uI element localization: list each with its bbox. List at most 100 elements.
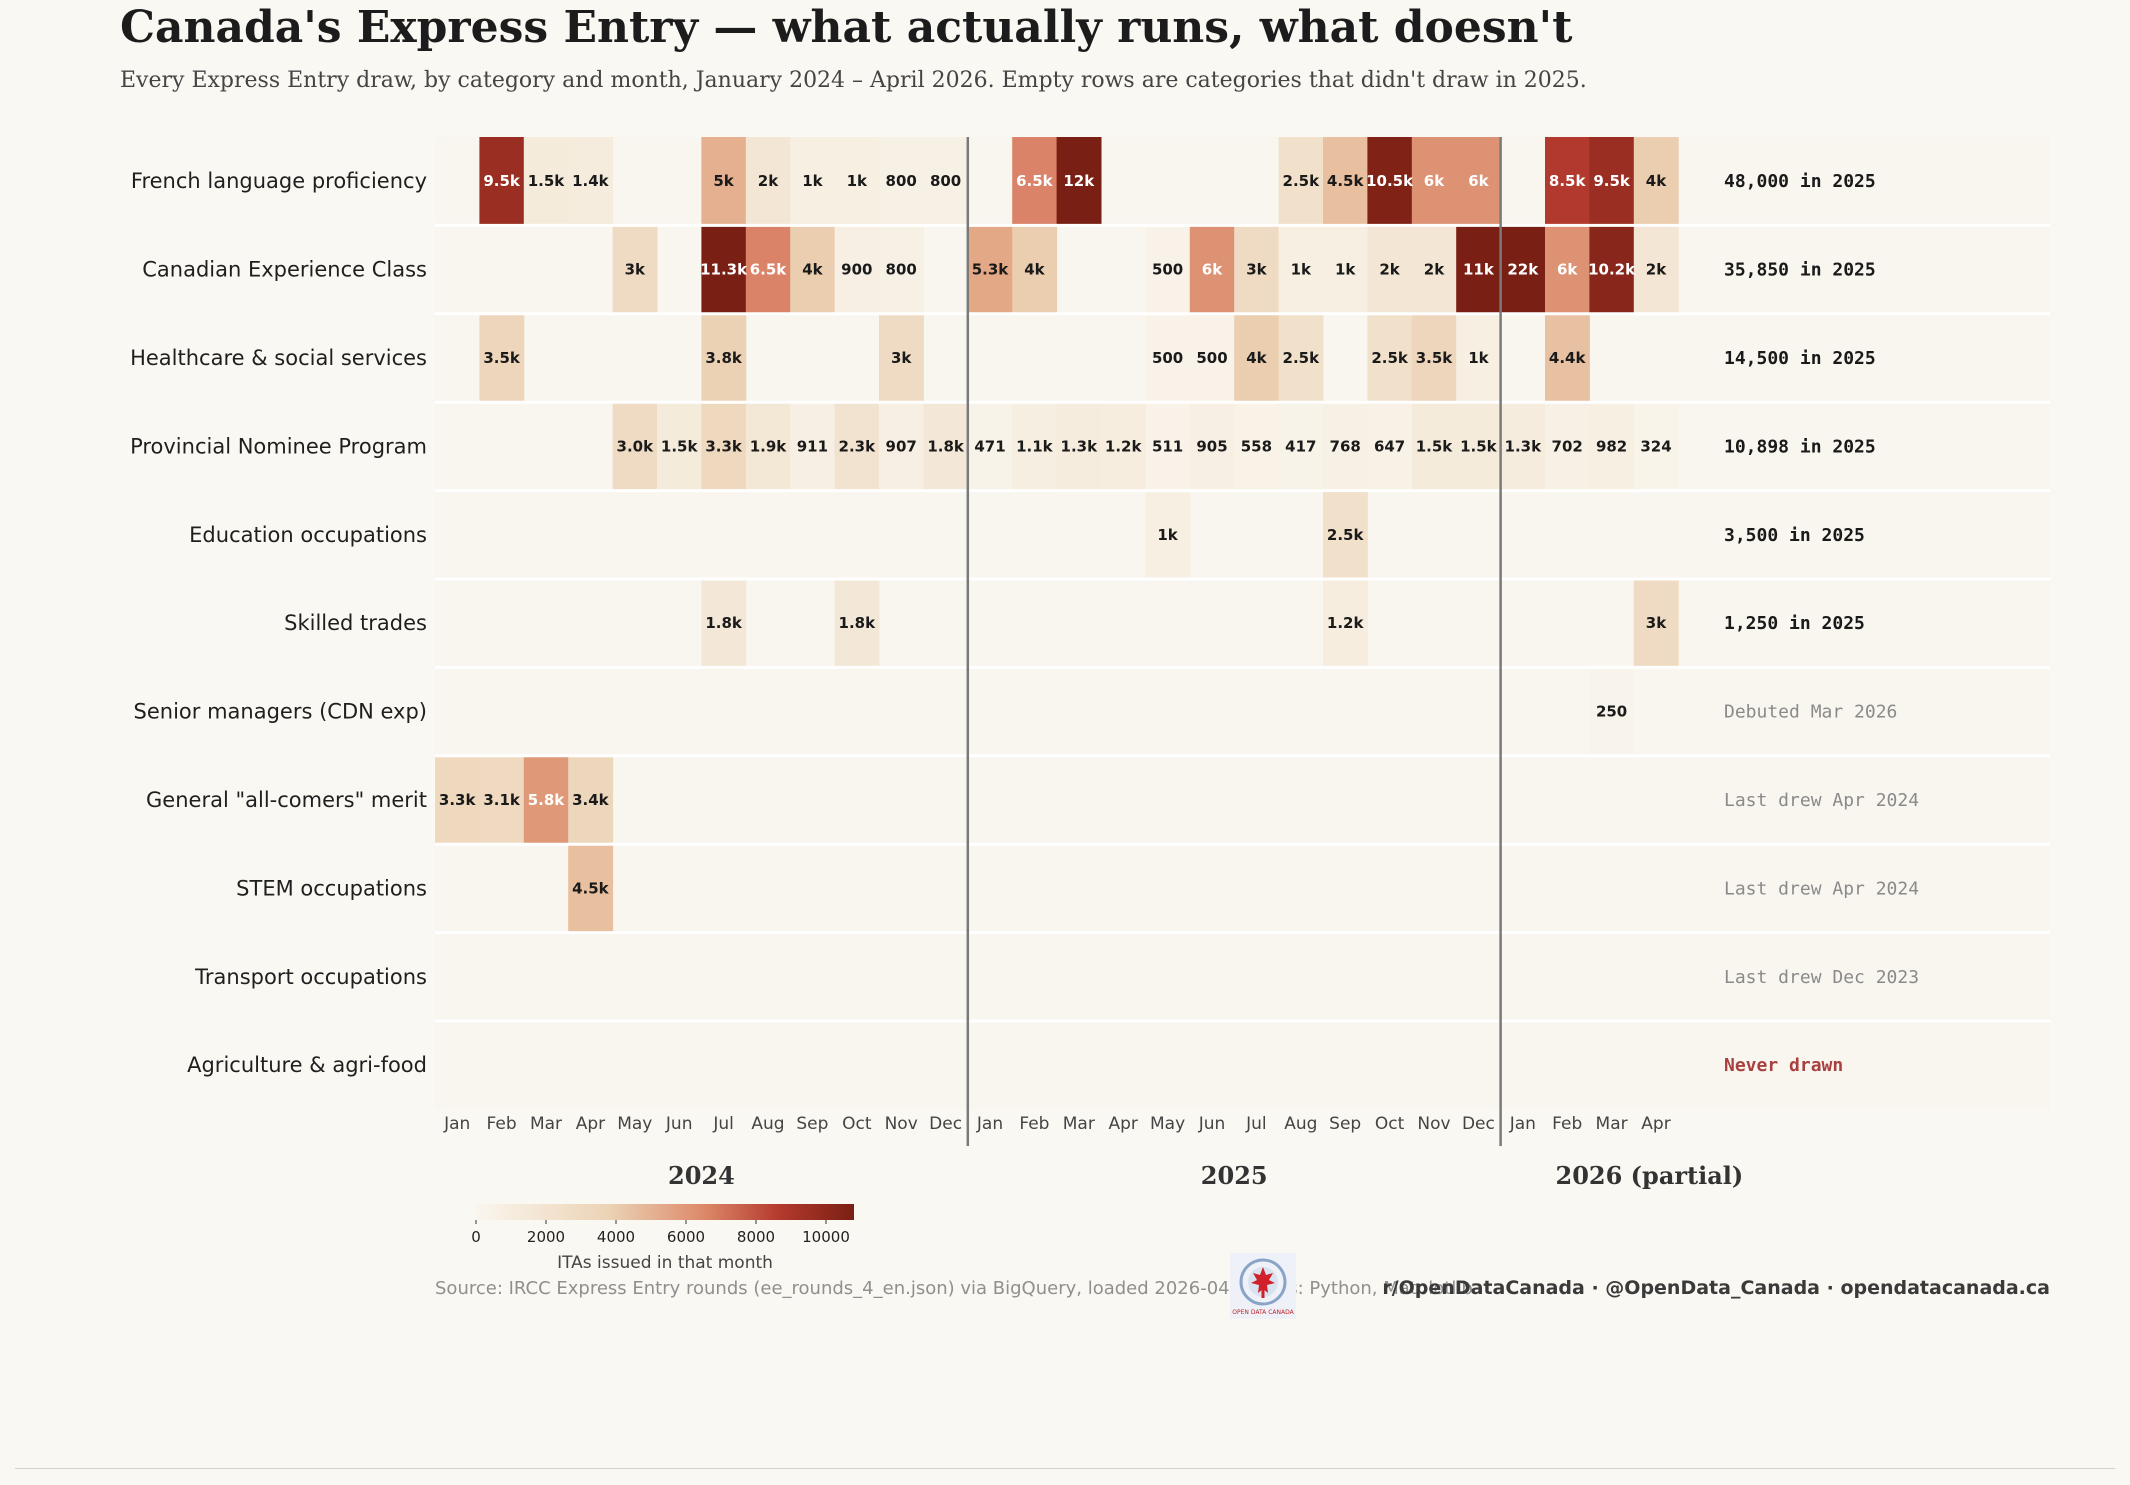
cell-french-language-proficiency-21 [1367, 137, 1413, 226]
cell-provincial-nominee-program-9 [834, 402, 880, 491]
month-label-2: Mar [530, 1114, 562, 1134]
cell-provincial-nominee-program-24 [1500, 402, 1546, 491]
cell-label-healthcare-social-services-19: 2.5k [1283, 349, 1321, 367]
cell-canadian-experience-class-21 [1367, 225, 1413, 314]
status-label-provincial-nominee-program: 10,898 in 2025 [1724, 436, 1876, 457]
colorbar-tick-1: 2000 [527, 1228, 565, 1246]
cell-healthcare-social-services-1 [479, 313, 525, 403]
cell-skilled-trades-27 [1633, 579, 1679, 668]
cell-french-language-proficiency-20 [1323, 137, 1368, 226]
cell-label-provincial-nominee-program-27: 324 [1640, 437, 1671, 455]
cell-label-canadian-experience-class-16: 500 [1152, 261, 1183, 279]
category-label-canadian-experience-class: Canadian Experience Class [142, 258, 427, 282]
cell-label-provincial-nominee-program-16: 511 [1152, 437, 1183, 455]
cell-french-language-proficiency-19 [1278, 137, 1324, 226]
cell-canadian-experience-class-13 [1012, 225, 1058, 314]
cell-label-french-language-proficiency-1: 9.5k [483, 172, 521, 190]
cell-label-french-language-proficiency-25: 8.5k [1549, 172, 1587, 190]
cell-skilled-trades-6 [701, 579, 747, 668]
cell-label-provincial-nominee-program-24: 1.3k [1505, 437, 1543, 455]
cell-canadian-experience-class-4 [612, 225, 658, 314]
status-label-senior-managers-cdn-exp: Debuted Mar 2026 [1724, 702, 1897, 723]
cell-label-general-all-comers-merit-2: 5.8k [528, 791, 566, 809]
cell-label-skilled-trades-6: 1.8k [705, 614, 743, 632]
cell-label-general-all-comers-merit-1: 3.1k [483, 791, 521, 809]
cell-label-canadian-experience-class-12: 5.3k [972, 261, 1010, 279]
cell-label-french-language-proficiency-13: 6.5k [1016, 172, 1054, 190]
cell-healthcare-social-services-23 [1456, 313, 1502, 403]
cell-provincial-nominee-program-10 [879, 402, 924, 491]
cell-provincial-nominee-program-12 [967, 402, 1013, 491]
month-label-26: Mar [1596, 1114, 1628, 1134]
colorbar-tick-0: 0 [471, 1228, 481, 1246]
category-labels: French language proficiency Canadian Expe… [130, 169, 427, 1077]
cell-french-language-proficiency-1 [479, 137, 525, 226]
category-label-stem-occupations: STEM occupations [236, 876, 427, 900]
cell-provincial-nominee-program-26 [1589, 402, 1635, 491]
cell-provincial-nominee-program-27 [1633, 402, 1679, 491]
cell-label-provincial-nominee-program-17: 905 [1196, 437, 1227, 455]
cell-value-labels: 9.5k 1.5k 1.4k 5k 2k 1k 1k 800 800 6.5k 12k 2.5k 4.5… [439, 172, 1672, 897]
cell-education-occupations-16 [1145, 490, 1191, 579]
cell-provincial-nominee-program-18 [1234, 402, 1280, 491]
cell-french-language-proficiency-7 [745, 137, 791, 226]
cell-label-french-language-proficiency-26: 9.5k [1593, 172, 1631, 190]
month-label-8: Sep [796, 1114, 828, 1134]
cell-french-language-proficiency-8 [790, 137, 836, 226]
cell-french-language-proficiency-11 [923, 137, 969, 226]
cell-provincial-nominee-program-25 [1545, 402, 1590, 491]
cell-label-french-language-proficiency-11: 800 [930, 172, 961, 190]
cell-healthcare-social-services-6 [701, 313, 747, 403]
cell-french-language-proficiency-9 [834, 137, 880, 226]
month-label-1: Feb [487, 1114, 517, 1134]
cell-label-healthcare-social-services-22: 3.5k [1416, 349, 1454, 367]
cell-provincial-nominee-program-11 [923, 402, 969, 491]
cell-canadian-experience-class-6 [701, 225, 747, 314]
cell-canadian-experience-class-18 [1234, 225, 1280, 314]
cell-french-language-proficiency-6 [701, 137, 747, 226]
cell-canadian-experience-class-17 [1189, 225, 1235, 314]
cell-healthcare-social-services-25 [1545, 313, 1590, 403]
cell-label-french-language-proficiency-9: 1k [847, 172, 868, 190]
cell-french-language-proficiency-13 [1012, 137, 1058, 226]
month-label-20: Sep [1329, 1114, 1361, 1134]
month-label-23: Dec [1462, 1114, 1495, 1134]
cell-canadian-experience-class-27 [1633, 225, 1679, 314]
cell-label-provincial-nominee-program-21: 647 [1374, 437, 1405, 455]
month-label-18: Jul [1245, 1114, 1267, 1134]
cell-french-language-proficiency-2 [523, 137, 569, 226]
row-band-agriculture-agri-food [435, 1021, 2050, 1110]
cell-healthcare-social-services-18 [1234, 313, 1280, 403]
chart-subtitle: Every Express Entry draw, by category an… [120, 68, 1587, 93]
source-note: Source: IRCC Express Entry rounds (ee_ro… [435, 1278, 1473, 1299]
cell-label-provincial-nominee-program-19: 417 [1285, 437, 1316, 455]
cell-canadian-experience-class-7 [745, 225, 791, 314]
cell-french-language-proficiency-10 [879, 137, 924, 226]
cell-canadian-experience-class-25 [1545, 225, 1590, 314]
cell-senior-managers-cdn-exp-26 [1589, 667, 1635, 756]
cell-healthcare-social-services-22 [1411, 313, 1457, 403]
cell-label-french-language-proficiency-3: 1.4k [572, 172, 610, 190]
cell-provincial-nominee-program-21 [1367, 402, 1413, 491]
cell-provincial-nominee-program-13 [1012, 402, 1058, 491]
colorbar-gradient [476, 1204, 854, 1220]
cell-label-canadian-experience-class-4: 3k [625, 261, 646, 279]
cell-label-canadian-experience-class-26: 10.2k [1588, 261, 1636, 279]
cell-label-french-language-proficiency-22: 6k [1424, 172, 1445, 190]
cell-label-healthcare-social-services-1: 3.5k [483, 349, 521, 367]
cell-french-language-proficiency-26 [1589, 137, 1635, 226]
cell-label-general-all-comers-merit-3: 3.4k [572, 791, 610, 809]
cell-label-french-language-proficiency-6: 5k [713, 172, 734, 190]
cell-label-skilled-trades-27: 3k [1646, 614, 1667, 632]
cell-provincial-nominee-program-8 [790, 402, 836, 491]
row-band-stem-occupations [435, 844, 2050, 933]
cell-label-provincial-nominee-program-25: 702 [1552, 437, 1583, 455]
cell-canadian-experience-class-9 [834, 225, 880, 314]
status-label-general-all-comers-merit: Last drew Apr 2024 [1724, 790, 1919, 811]
cell-skilled-trades-20 [1323, 579, 1368, 668]
category-label-provincial-nominee-program: Provincial Nominee Program [130, 434, 427, 458]
cell-label-french-language-proficiency-19: 2.5k [1283, 172, 1321, 190]
month-label-19: Aug [1284, 1114, 1317, 1134]
cell-provincial-nominee-program-4 [612, 402, 658, 491]
cell-label-provincial-nominee-program-13: 1.1k [1016, 437, 1054, 455]
